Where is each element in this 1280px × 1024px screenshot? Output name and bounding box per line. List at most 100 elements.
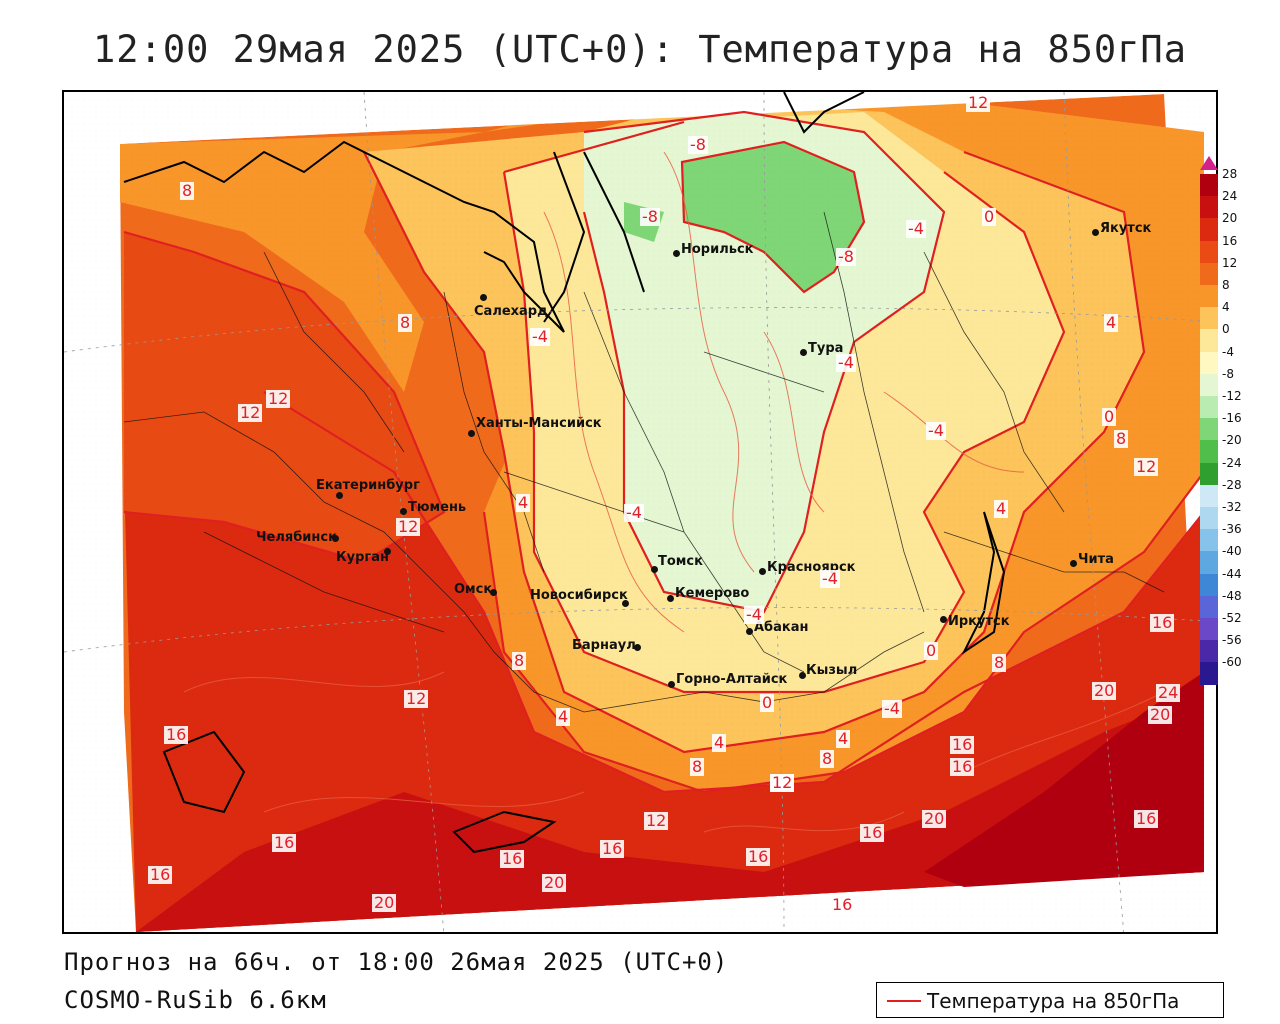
contour-label: 16 — [500, 849, 525, 868]
legend-tick-label: 12 — [1222, 255, 1238, 270]
contour-label: 20 — [542, 873, 567, 892]
city-dot — [1092, 229, 1099, 236]
city-label: Красноярск — [767, 560, 856, 575]
legend-tick-label: 24 — [1222, 189, 1238, 204]
city-label: Екатеринбург — [316, 478, 420, 493]
legend-swatch — [1200, 240, 1218, 264]
contour-label: 8 — [992, 653, 1007, 672]
contour-label: 4 — [556, 707, 571, 726]
legend-swatch — [1200, 662, 1218, 686]
city-label: Томск — [658, 554, 703, 569]
city-dot — [468, 430, 475, 437]
city-label: Барнаул — [572, 638, 636, 653]
legend-tick-label: -44 — [1222, 566, 1242, 581]
contour-label: 24 — [1156, 683, 1181, 702]
legend-swatch — [1200, 307, 1218, 330]
map-title: 12:00 29мая 2025 (UTC+0): Температура на… — [93, 28, 1187, 71]
contour-label: -4 — [906, 219, 926, 238]
contour-label: 8 — [512, 651, 527, 670]
legend-swatch — [1200, 507, 1218, 530]
legend-swatch — [1200, 351, 1218, 375]
city-label: Норильск — [681, 242, 754, 257]
city-dot — [490, 589, 497, 596]
city-dot — [480, 294, 487, 301]
contour-label: 20 — [1148, 705, 1173, 724]
contour-label: 12 — [404, 689, 429, 708]
legend-tick-label: -12 — [1222, 389, 1242, 403]
contour-label: -4 — [926, 421, 946, 440]
city-label: Кызыл — [806, 663, 858, 678]
contour-label: -4 — [836, 353, 856, 372]
model-info: COSMO-RuSib 6.6км — [64, 986, 327, 1014]
legend-swatch — [1200, 573, 1218, 597]
legend-swatch — [1200, 640, 1218, 663]
contour-label: 16 — [164, 725, 189, 744]
contour-label: -4 — [530, 327, 550, 346]
contour-label: 16 — [148, 865, 173, 884]
city-dot — [1070, 560, 1077, 567]
legend-swatch — [1200, 418, 1218, 441]
city-label: Омск — [454, 582, 493, 597]
contour-label: 16 — [950, 735, 975, 754]
contour-label: 8 — [180, 181, 195, 200]
city-label: Горно-Алтайск — [676, 672, 788, 687]
legend-swatch — [1200, 329, 1218, 353]
legend-swatch — [1200, 285, 1218, 308]
contour-label: 8 — [398, 313, 413, 332]
legend-swatch — [1200, 484, 1218, 508]
city-label: Иркутск — [948, 614, 1010, 629]
legend-swatch — [1200, 551, 1218, 575]
legend-tick-label: -8 — [1222, 366, 1234, 381]
contour-label: 0 — [924, 641, 939, 660]
line-key: Температура на 850гПа — [876, 982, 1224, 1018]
graticule — [64, 92, 1216, 932]
city-label: Чита — [1078, 552, 1114, 567]
city-dot — [940, 616, 947, 623]
city-label: Салехард — [474, 304, 548, 319]
contour-label: 0 — [760, 693, 775, 712]
contour-label: 12 — [966, 93, 991, 112]
legend-arrow-shape — [1200, 156, 1218, 170]
legend-tick-label: -36 — [1222, 522, 1242, 537]
contour-label: 4 — [516, 493, 531, 512]
temperature-map: Норильск Якутск Салехард Тура Ханты-Манс… — [62, 90, 1218, 934]
contour-label: 4 — [994, 499, 1009, 518]
contour-label: 8 — [820, 749, 835, 768]
legend-swatch — [1200, 618, 1218, 641]
city-dot — [384, 548, 391, 555]
legend-tick-label: 20 — [1222, 211, 1238, 226]
city-label: Тюмень — [408, 500, 467, 515]
region-borders — [123, 211, 1165, 713]
legend-tick-label: 8 — [1222, 278, 1230, 292]
contour-label: -8 — [640, 207, 660, 226]
contour-label: 20 — [1092, 681, 1117, 700]
city-dot — [622, 600, 629, 607]
contour-label: 8 — [1114, 429, 1129, 448]
legend-tick-label: -40 — [1222, 544, 1242, 559]
contour-label: 16 — [950, 757, 975, 776]
city-dot — [634, 644, 641, 651]
legend-tick-label: -4 — [1222, 344, 1234, 359]
forecast-info: Прогноз на 66ч. от 18:00 26мая 2025 (UTC… — [64, 948, 729, 976]
city-label: Кемерово — [675, 586, 750, 601]
city-dot — [799, 672, 806, 679]
contour-label: 4 — [712, 733, 727, 752]
legend-swatch — [1200, 440, 1218, 464]
city-label: Курган — [336, 550, 389, 565]
legend-tick-label: -28 — [1222, 477, 1242, 492]
city-dot — [651, 566, 658, 573]
legend-tick-label: -56 — [1222, 633, 1242, 648]
city-dot — [668, 681, 675, 688]
contour-label: 16 — [600, 839, 625, 858]
contour-label: 4 — [1104, 313, 1119, 332]
legend-tick-label: -24 — [1222, 455, 1242, 470]
city-label: Челябинск — [256, 530, 337, 545]
legend-tick-label: -20 — [1222, 433, 1242, 448]
contour-label: -8 — [836, 247, 856, 266]
city-label: Якутск — [1100, 221, 1152, 236]
contour-label: 12 — [1134, 457, 1159, 476]
legend-swatch — [1200, 174, 1218, 197]
legend-tick-label: 0 — [1222, 322, 1230, 337]
contour-label: 12 — [266, 389, 291, 408]
legend-swatch — [1200, 396, 1218, 419]
